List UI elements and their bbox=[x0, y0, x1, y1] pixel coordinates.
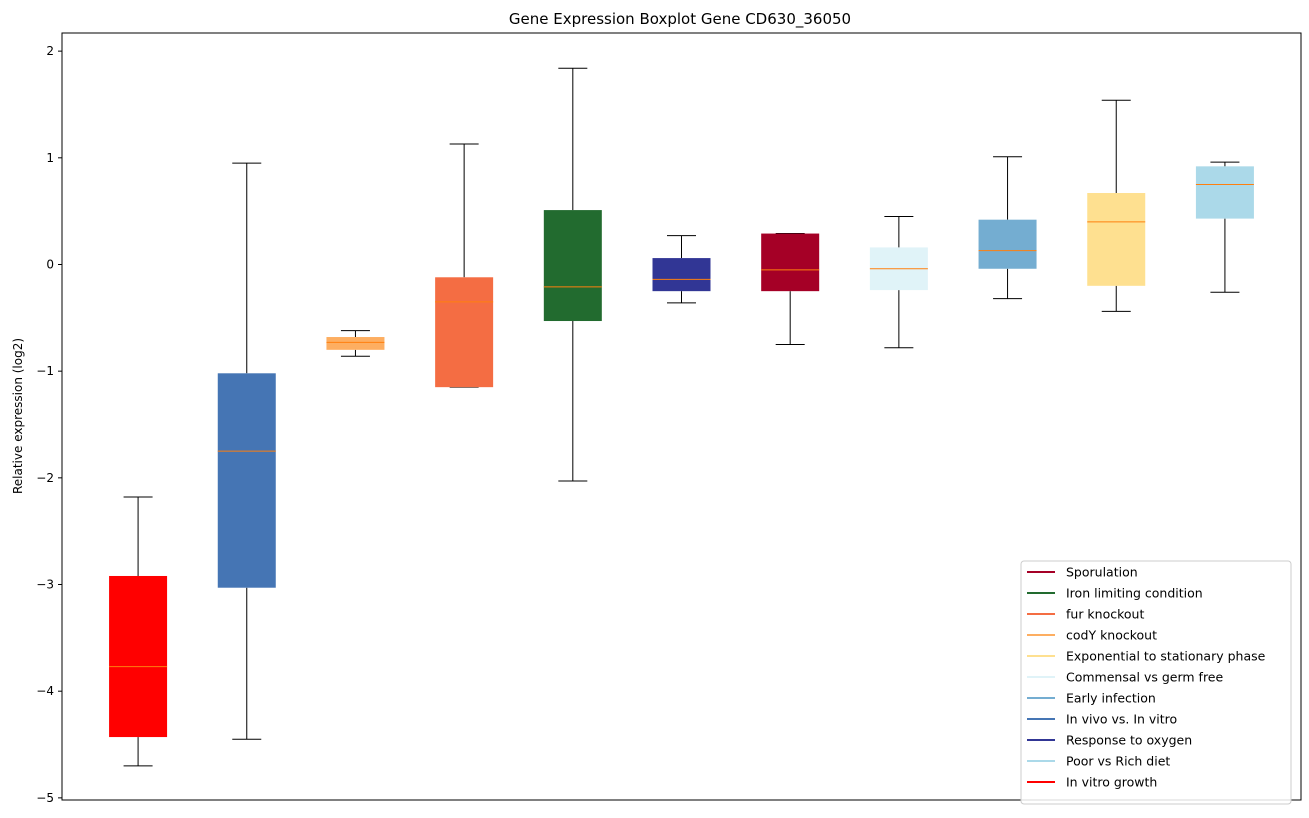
box-group bbox=[435, 143, 494, 388]
box-group bbox=[869, 215, 928, 349]
legend-label: Iron limiting condition bbox=[1066, 586, 1203, 601]
box-iqr bbox=[1195, 166, 1254, 219]
box-group bbox=[761, 233, 820, 345]
y-tick-label: −3 bbox=[36, 578, 54, 592]
box-iqr bbox=[217, 373, 276, 588]
legend-label: Sporulation bbox=[1066, 565, 1138, 580]
y-tick-label: 1 bbox=[46, 151, 54, 165]
box-iqr bbox=[1087, 193, 1146, 286]
legend-label: In vitro growth bbox=[1066, 775, 1157, 790]
box-group bbox=[326, 330, 385, 357]
legend-label: In vivo vs. In vitro bbox=[1066, 712, 1177, 727]
y-tick-label: −4 bbox=[36, 684, 54, 698]
box-group bbox=[1087, 99, 1146, 312]
legend-label: Exponential to stationary phase bbox=[1066, 649, 1266, 664]
y-tick-label: −1 bbox=[36, 364, 54, 378]
legend-label: Poor vs Rich diet bbox=[1066, 754, 1170, 769]
box-group bbox=[543, 67, 602, 482]
legend-label: Early infection bbox=[1066, 691, 1156, 706]
y-tick-label: 0 bbox=[46, 257, 54, 271]
y-tick-label: −5 bbox=[36, 791, 54, 805]
box-group bbox=[978, 156, 1037, 300]
box-iqr bbox=[761, 233, 820, 292]
y-tick-label: −2 bbox=[36, 471, 54, 485]
box-iqr bbox=[543, 210, 602, 322]
box-iqr bbox=[435, 277, 494, 388]
legend-label: fur knockout bbox=[1066, 607, 1144, 622]
box-iqr bbox=[109, 575, 168, 738]
box-iqr bbox=[326, 337, 385, 350]
y-tick-label: 2 bbox=[46, 44, 54, 58]
box-iqr bbox=[978, 219, 1037, 269]
box-iqr bbox=[652, 258, 711, 292]
legend-label: Commensal vs germ free bbox=[1066, 670, 1223, 685]
box-group bbox=[217, 162, 276, 740]
box-group bbox=[109, 496, 168, 767]
plot-frame bbox=[61, 32, 1302, 801]
box-group bbox=[1195, 161, 1254, 293]
chart-title: Gene Expression Boxplot Gene CD630_36050 bbox=[509, 10, 851, 29]
y-axis-label: Relative expression (log2) bbox=[11, 338, 25, 494]
box-group bbox=[652, 235, 711, 304]
legend-box bbox=[1020, 560, 1292, 805]
legend-label: codY knockout bbox=[1066, 628, 1157, 643]
legend-label: Response to oxygen bbox=[1066, 733, 1192, 748]
